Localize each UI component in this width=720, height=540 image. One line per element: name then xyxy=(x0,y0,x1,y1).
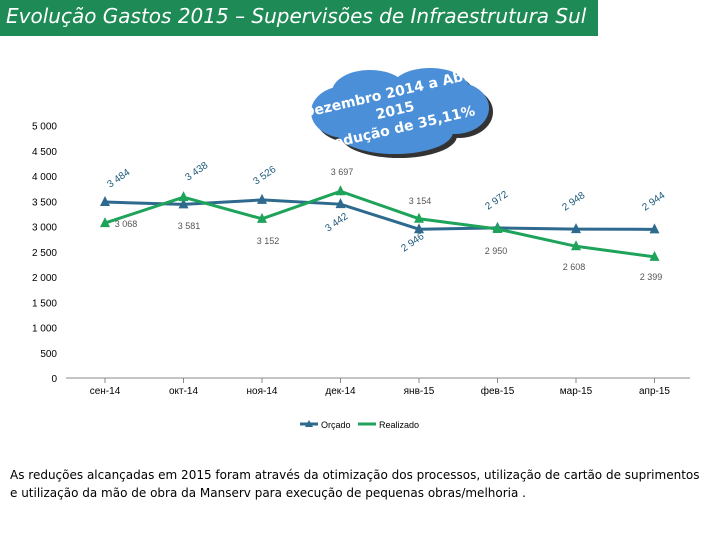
orcado-data-label: 2 944 xyxy=(640,190,667,214)
y-tick-label: 4 000 xyxy=(32,172,57,183)
footnote-text: As reduções alcançadas em 2015 foram atr… xyxy=(10,468,700,500)
series-line-0 xyxy=(104,198,655,231)
series-line-1 xyxy=(104,189,655,259)
x-tick-label: фев-15 xyxy=(481,385,515,397)
legend-orcado-label: Orçado xyxy=(321,420,351,430)
series-0-marker xyxy=(414,223,424,234)
series-1-marker xyxy=(571,240,581,251)
realizado-data-label: 2 608 xyxy=(563,262,586,272)
series-1-marker xyxy=(335,185,346,196)
series-1-marker xyxy=(178,191,189,202)
series-0-marker xyxy=(335,198,346,209)
realizado-data-label: 3 152 xyxy=(257,236,280,246)
y-tick-label: 3 000 xyxy=(32,223,57,234)
x-tick-label: апр-15 xyxy=(639,386,670,397)
y-tick-label: 1 500 xyxy=(32,298,57,309)
series-1-marker xyxy=(100,217,110,228)
x-tick-label: сен-14 xyxy=(90,386,121,397)
orcado-data-label: 3 442 xyxy=(323,211,350,235)
realizado-data-label: 3 581 xyxy=(178,221,201,231)
title-bar: Evolução Gastos 2015 – Supervisões de In… xyxy=(0,0,598,36)
series-0-marker xyxy=(649,223,660,234)
y-tick-label: 1 000 xyxy=(32,324,57,335)
x-tick-label: янв-15 xyxy=(404,386,435,397)
chart-axes: 0 500 1 000 1 500 2 000 2 500 3 000 3 500 4 000 4… xyxy=(32,122,690,397)
legend-orcado-marker xyxy=(305,420,313,427)
realizado-data-label: 3 154 xyxy=(409,196,432,206)
realizado-data-label: 3 068 xyxy=(115,219,138,229)
orcado-data-label: 3 438 xyxy=(183,160,210,184)
series-1-marker xyxy=(492,223,503,234)
x-tick-label: дек-14 xyxy=(325,386,356,397)
callout-cloud-3 xyxy=(332,70,408,114)
series-0-marker xyxy=(257,193,267,204)
realizado-data-label: 3 697 xyxy=(331,167,354,177)
series-1-marker xyxy=(649,250,660,261)
chart-series: 3 484 3 438 3 526 3 442 2 946 2 972 2 948 2 944… xyxy=(100,160,668,282)
orcado-data-label: 2 972 xyxy=(483,189,510,213)
realizado-data-label: 2 950 xyxy=(485,246,508,256)
y-tick-label: 2 000 xyxy=(32,273,57,284)
orcado-data-label: 3 526 xyxy=(251,164,278,188)
series-1-marker xyxy=(257,212,267,223)
x-tick-label: окт-14 xyxy=(169,386,199,397)
x-tick-label: ноя-14 xyxy=(247,386,278,397)
y-tick-label: 0 xyxy=(51,374,57,385)
y-tick-label: 4 500 xyxy=(32,147,57,158)
chart-legend: Orçado Realizado xyxy=(300,420,419,430)
series-0-marker xyxy=(178,198,189,209)
callout-cloud-4 xyxy=(390,68,470,112)
series-1-marker xyxy=(414,212,424,223)
orcado-data-label: 2 946 xyxy=(399,231,426,255)
y-tick-label: 5 000 xyxy=(32,122,57,133)
x-tick-label: мар-15 xyxy=(560,386,593,397)
callout-cloud-5 xyxy=(337,110,453,154)
legend-realizado-label: Realizado xyxy=(379,420,419,430)
y-tick-label: 3 500 xyxy=(32,197,57,208)
realizado-data-label: 2 399 xyxy=(640,272,663,282)
y-tick-label: 500 xyxy=(40,349,57,360)
series-0-marker xyxy=(571,223,581,234)
page-title: Evolução Gastos 2015 – Supervisões de In… xyxy=(6,4,587,28)
orcado-data-label: 3 484 xyxy=(105,167,132,191)
orcado-data-label: 2 948 xyxy=(560,190,587,214)
y-tick-label: 2 500 xyxy=(32,248,57,259)
series-0-marker xyxy=(100,196,110,207)
